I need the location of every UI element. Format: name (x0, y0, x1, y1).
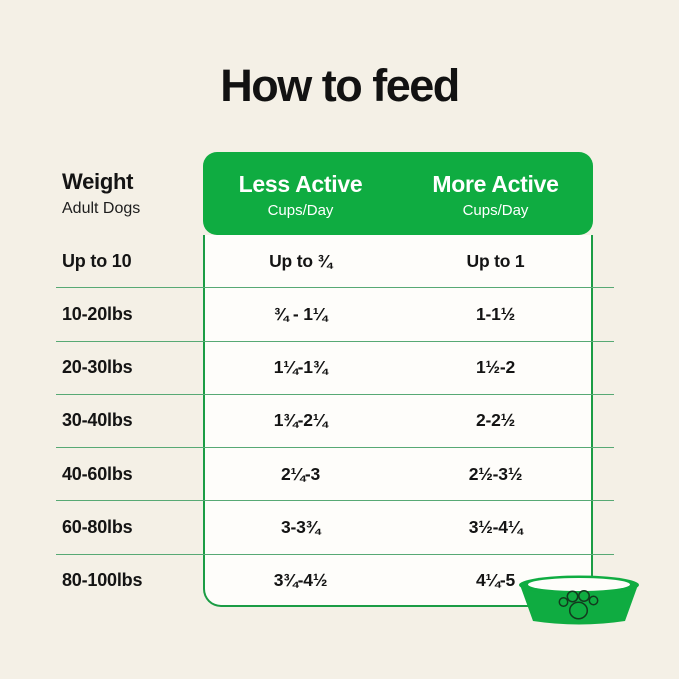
column-header-less-active: Less Active Cups/Day (203, 152, 398, 235)
weight-header-subtitle: Adult Dogs (62, 200, 141, 217)
less-active-cell: 1¾-2¼ (273, 410, 328, 431)
table-row: 60-80lbs 3-3¾ 3½-4¼ (56, 501, 614, 555)
less-active-sublabel: Cups/Day (267, 202, 334, 219)
less-active-cell: 3-3¾ (280, 517, 321, 538)
more-active-cell: 1½-2 (475, 357, 516, 378)
less-active-cell: Up to ¾ (269, 250, 332, 271)
table-body-background (203, 235, 593, 607)
less-active-cell: 3¾-4½ (273, 570, 328, 591)
weight-cell: 60-80lbs (62, 517, 133, 538)
more-active-cell: 3½-4¼ (468, 517, 523, 538)
weight-cell: 20-30lbs (62, 357, 133, 378)
paw-print-icon (558, 590, 599, 620)
weight-cell: Up to 10 (62, 250, 132, 271)
less-active-cell: ¾ - 1¼ (273, 303, 328, 324)
activity-columns-header: Less Active Cups/Day More Active Cups/Da… (203, 152, 593, 235)
weight-cell: 80-100lbs (62, 570, 143, 591)
more-active-cell: Up to 1 (466, 250, 525, 271)
table-row: 40-60lbs 2¼-3 2½-3½ (56, 448, 614, 502)
page-title: How to feed (220, 60, 460, 111)
weight-header-title: Weight (62, 169, 134, 194)
more-active-cell: 4¼-5 (475, 570, 516, 591)
dog-bowl-paw-icon (519, 575, 639, 625)
feeding-table-rows: Up to 10 Up to ¾ Up to 1 10-20lbs ¾ - 1¼… (56, 235, 614, 607)
weight-cell: 40-60lbs (62, 463, 133, 484)
weight-cell: 10-20lbs (62, 303, 133, 324)
less-active-cell: 1¼-1¾ (273, 357, 328, 378)
less-active-cell: 2¼-3 (280, 463, 321, 484)
table-row: 80-100lbs 3¾-4½ 4¼-5 (56, 555, 614, 607)
more-active-cell: 2½-3½ (468, 463, 523, 484)
less-active-label: Less Active (238, 171, 363, 197)
weight-cell: 30-40lbs (62, 410, 133, 431)
more-active-cell: 1-1½ (475, 303, 516, 324)
more-active-sublabel: Cups/Day (462, 202, 529, 219)
table-row: Up to 10 Up to ¾ Up to 1 (56, 235, 614, 289)
column-header-more-active: More Active Cups/Day (398, 152, 593, 235)
weight-column-header: Weight Adult Dogs (62, 169, 140, 218)
table-row: 30-40lbs 1¾-2¼ 2-2½ (56, 395, 614, 449)
table-row: 20-30lbs 1¼-1¾ 1½-2 (56, 342, 614, 395)
more-active-cell: 2-2½ (475, 410, 516, 431)
table-row: 10-20lbs ¾ - 1¼ 1-1½ (56, 288, 614, 342)
more-active-label: More Active (432, 171, 559, 197)
